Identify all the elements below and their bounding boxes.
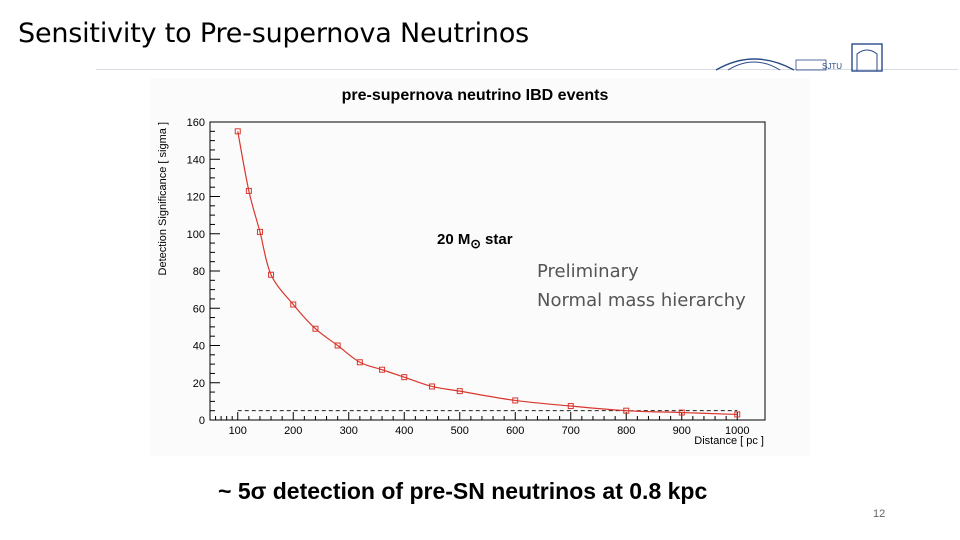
series-line	[237, 131, 738, 416]
logo-gate	[851, 43, 883, 72]
annotation-block: Preliminary Normal mass hierarchy	[537, 257, 746, 315]
data-point	[567, 403, 574, 410]
logo-arch	[715, 58, 795, 71]
slide-title: Sensitivity to Pre-supernova Neutrinos	[18, 18, 530, 49]
university-logo	[715, 43, 883, 72]
plot-panel: pre-supernova neutrino IBD events 100 200…	[150, 78, 810, 456]
data-point	[245, 187, 252, 194]
sun-symbol: ⊙	[470, 237, 481, 251]
data-point	[678, 409, 685, 416]
x-tick-label: 800	[617, 425, 635, 437]
logo-text: SJTU	[822, 62, 842, 71]
star-mass: 20 M	[437, 231, 471, 248]
y-tick-label: 140	[187, 154, 205, 166]
data-point	[623, 407, 630, 414]
page-number: 12	[873, 508, 886, 520]
logo-arch-inner	[727, 61, 781, 71]
data-point	[312, 325, 319, 332]
data-point	[268, 271, 275, 278]
title-divider	[96, 69, 958, 70]
data-point	[456, 388, 463, 395]
x-tick-label: 100	[229, 425, 247, 437]
x-tick-label: 600	[506, 425, 524, 437]
y-tick-label: 80	[193, 266, 205, 278]
data-point	[234, 128, 241, 135]
x-tick-label: 300	[340, 425, 358, 437]
star-suffix: star	[480, 231, 513, 248]
x-tick-label: 500	[451, 425, 469, 437]
data-point	[379, 366, 386, 373]
chart: pre-supernova neutrino IBD events 100 200…	[157, 87, 766, 447]
x-tick-label: 200	[284, 425, 302, 437]
y-tick-label: 20	[193, 378, 205, 390]
y-tick-label: 100	[187, 229, 205, 241]
x-tick-label: 700	[562, 425, 580, 437]
x-tick-label: 900	[673, 425, 691, 437]
y-tick-label: 60	[193, 303, 205, 315]
y-axis-label: Detection Significance [ sigma ]	[157, 122, 169, 275]
x-tick-label: 1000	[725, 425, 749, 437]
data-point	[512, 397, 519, 404]
chart-title: pre-supernova neutrino IBD events	[342, 87, 609, 104]
y-tick-label: 120	[187, 192, 205, 204]
logo-gate-arch	[856, 49, 878, 71]
x-axis-label: Distance [ pc ]	[694, 435, 764, 447]
preliminary-label: Preliminary	[537, 261, 639, 282]
data-point	[256, 228, 263, 235]
data-point	[734, 411, 741, 418]
y-tick-label: 160	[187, 117, 205, 129]
star-mass-label: 20 M⊙ star	[437, 231, 513, 251]
data-point	[429, 383, 435, 390]
conclusion-text: ~ 5σ detection of pre-SN neutrinos at 0.…	[218, 478, 708, 504]
hierarchy-label: Normal mass hierarchy	[537, 290, 746, 311]
y-tick-label: 0	[199, 415, 205, 427]
data-point	[356, 359, 363, 366]
x-tick-label: 400	[395, 425, 413, 437]
logo-building	[795, 59, 827, 71]
data-point	[334, 342, 341, 349]
y-tick-label: 40	[193, 341, 205, 353]
data-point	[401, 374, 408, 381]
data-point	[290, 301, 297, 308]
